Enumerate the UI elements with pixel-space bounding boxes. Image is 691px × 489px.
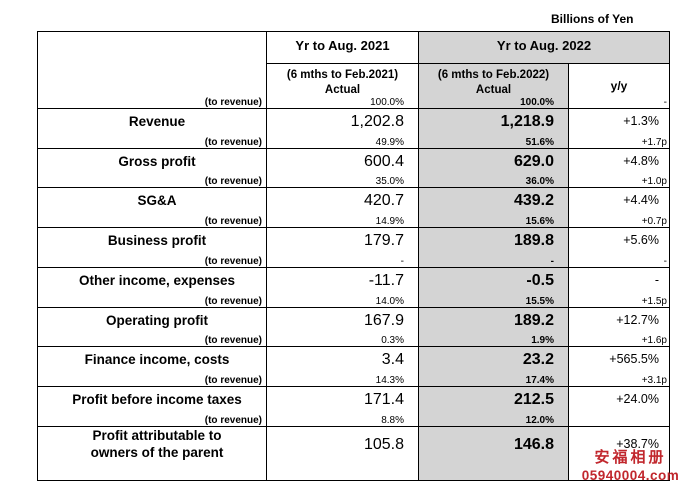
table-row: SG&A (to revenue) 420.7 35.0% 439.2 36.0% +… <box>37 176 670 228</box>
table-row: Profit attributable to owners of the pare… <box>37 415 670 481</box>
prev-ratio: 14.0% <box>375 296 404 307</box>
watermark-line2: 05940004.com <box>581 468 680 483</box>
curr-value: 629.0 <box>513 153 554 170</box>
curr-value: 23.2 <box>522 351 554 368</box>
curr-ratio: 17.4% <box>525 375 554 386</box>
header-row-periods: Yr to Aug. 2021 Yr to Aug. 2022 <box>37 31 670 109</box>
curr-ratio: 51.6% <box>525 137 554 148</box>
row-sublabel: (to revenue) <box>204 335 262 346</box>
prev-ratio: 14.9% <box>375 216 404 227</box>
table-row: Gross profit (to revenue) 600.4 49.9% 629.… <box>37 137 670 188</box>
yoy-value: +4.4% <box>623 193 659 207</box>
table-row: Other income, expenses (to revenue) -11.7… <box>37 256 670 308</box>
curr-ratio: 36.0% <box>525 176 554 187</box>
header-yoy: y/y <box>568 63 670 109</box>
prev-ratio: - <box>400 256 404 267</box>
curr-value: 212.5 <box>513 391 554 408</box>
row-label: Profit before income taxes <box>72 392 242 407</box>
row-label: Operating profit <box>106 313 208 328</box>
curr-ratio: 15.6% <box>525 216 554 227</box>
yoy-ratio: +1.6p <box>641 335 667 346</box>
curr-value: 189.2 <box>513 312 554 329</box>
prev-ratio: 8.8% <box>381 415 404 426</box>
yoy-value: - <box>654 273 659 287</box>
header-blank-cell <box>37 31 267 109</box>
curr-ratio: 1.9% <box>531 335 554 346</box>
curr-value: 1,218.9 <box>500 113 554 130</box>
watermark: 安福相册 05940004.com <box>570 449 691 485</box>
row-label: Business profit <box>107 233 207 248</box>
yoy-value: +4.8% <box>623 154 659 168</box>
curr-value: 146.8 <box>513 436 554 453</box>
prev-value: 105.8 <box>363 436 404 453</box>
row-sublabel: (to revenue) <box>204 216 262 227</box>
yoy-value: +38.7% <box>616 437 659 451</box>
yoy-ratio: - <box>663 97 667 108</box>
curr-ratio: 15.5% <box>525 296 554 307</box>
table-row: Profit before income taxes (to revenue) 1… <box>37 375 670 427</box>
prev-value: 171.4 <box>363 391 404 408</box>
table-row: Business profit (to revenue) 179.7 14.9% 1… <box>37 216 670 268</box>
curr-ratio: - <box>550 256 554 267</box>
prev-ratio: 100.0% <box>370 97 404 108</box>
watermark-line1: 安福相册 <box>594 449 667 466</box>
curr-ratio: 100.0% <box>520 97 554 108</box>
curr-value: 189.8 <box>513 232 554 249</box>
yoy-value: +24.0% <box>616 392 659 406</box>
prev-value: 167.9 <box>363 312 404 329</box>
row-sublabel: (to revenue) <box>204 97 262 108</box>
yoy-ratio: +1.7p <box>641 137 667 148</box>
yoy-value: +1.3% <box>623 114 659 128</box>
prev-ratio: 49.9% <box>375 137 404 148</box>
unit-label: Billions of Yen <box>551 12 634 26</box>
row-label: Finance income, costs <box>84 352 230 367</box>
row-sublabel: (to revenue) <box>204 415 262 426</box>
yoy-value: +5.6% <box>623 233 659 247</box>
table-row: Operating profit (to revenue) 167.9 14.0% … <box>37 296 670 347</box>
prev-ratio: 14.3% <box>375 375 404 386</box>
table-row: Revenue (to revenue) 1,202.8 100.0% 1,218.… <box>37 97 670 149</box>
row-sublabel: (to revenue) <box>204 256 262 267</box>
yoy-ratio: +0.7p <box>641 216 667 227</box>
row-sublabel: (to revenue) <box>204 176 262 187</box>
financial-results-table: Yr to Aug. 2021 Yr to Aug. 2022 (6 mths … <box>37 31 670 481</box>
prev-value: 600.4 <box>363 153 404 170</box>
yoy-ratio: +1.0p <box>641 176 667 187</box>
row-label: Gross profit <box>118 154 196 169</box>
header-curr-sub: (6 mths to Feb.2022) Actual <box>418 63 569 109</box>
row-label: Profit attributable to owners of the pare… <box>90 428 224 460</box>
row-label: SG&A <box>137 193 177 208</box>
row-label: Revenue <box>128 114 186 129</box>
yoy-ratio: - <box>663 256 667 267</box>
prev-value: 420.7 <box>363 192 404 209</box>
row-label: Other income, expenses <box>78 273 236 288</box>
row-sublabel: (to revenue) <box>204 296 262 307</box>
header-curr-period: Yr to Aug. 2022 <box>418 31 670 64</box>
prev-value: 3.4 <box>381 351 404 368</box>
prev-value: 1,202.8 <box>350 113 404 130</box>
yoy-value: +565.5% <box>609 352 659 366</box>
prev-ratio: 35.0% <box>375 176 404 187</box>
prev-ratio: 0.3% <box>381 335 404 346</box>
yoy-ratio: +1.5p <box>641 296 667 307</box>
curr-value: -0.5 <box>526 272 554 289</box>
curr-ratio: 12.0% <box>525 415 554 426</box>
header-prev-period: Yr to Aug. 2021 <box>266 31 419 64</box>
prev-value: 179.7 <box>363 232 404 249</box>
curr-value: 439.2 <box>513 192 554 209</box>
yoy-value: +12.7% <box>616 313 659 327</box>
prev-value: -11.7 <box>368 272 404 289</box>
row-sublabel: (to revenue) <box>204 137 262 148</box>
row-sublabel: (to revenue) <box>204 375 262 386</box>
table-row: Finance income, costs (to revenue) 3.4 0.3… <box>37 335 670 387</box>
yoy-ratio: +3.1p <box>641 375 667 386</box>
